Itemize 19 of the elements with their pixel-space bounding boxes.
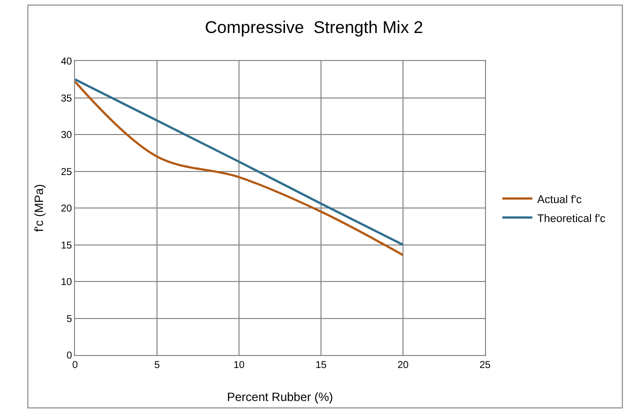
x-tick-label: 25 xyxy=(479,360,491,371)
legend-label: Theoretical f'c xyxy=(537,212,606,225)
x-axis-title: Percent Rubber (%) xyxy=(226,390,334,404)
y-tick-label: 30 xyxy=(60,130,72,141)
chart-title: Compressive Strength Mix 2 xyxy=(204,18,424,37)
x-tick-label: 15 xyxy=(315,360,327,371)
x-tick-label: 20 xyxy=(397,360,409,371)
y-axis-title: f'c (MPa) xyxy=(32,184,46,232)
y-tick-label: 25 xyxy=(60,166,72,178)
y-tick-label: 10 xyxy=(60,277,72,288)
y-tick-label: 15 xyxy=(60,240,72,252)
legend-label: Actual f'c xyxy=(537,194,582,206)
y-tick-label: 0 xyxy=(66,350,72,362)
y-tick-label: 5 xyxy=(66,314,72,325)
x-tick-label: 5 xyxy=(154,360,160,371)
y-tick-label: 20 xyxy=(60,204,72,214)
x-tick-label: 10 xyxy=(233,360,245,371)
y-tick-label: 40 xyxy=(60,56,72,68)
y-tick-label: 35 xyxy=(60,93,72,104)
